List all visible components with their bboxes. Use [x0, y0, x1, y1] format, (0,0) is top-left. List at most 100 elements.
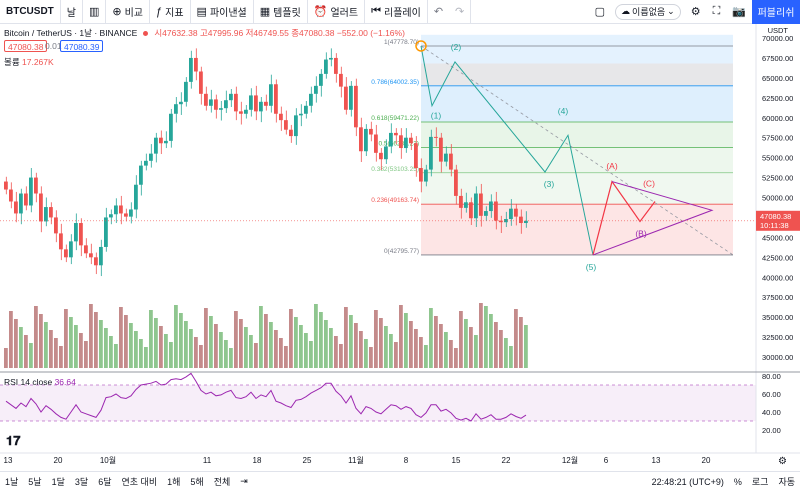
range-button[interactable]: 6달 [98, 477, 112, 487]
fullscreen-select-button[interactable]: ▢ [589, 0, 611, 24]
range-button[interactable]: 5해 [190, 477, 204, 487]
compare-button[interactable]: ⊕ 비교 [106, 0, 151, 24]
plus-circle-icon: ⊕ [112, 6, 122, 18]
candle-body [349, 85, 353, 110]
financials-button[interactable]: ▤ 파이낸셜 [191, 0, 254, 24]
volume-bar [199, 345, 203, 368]
symbol-search[interactable]: BTCUSDT [0, 0, 61, 24]
candle-body [279, 113, 283, 121]
buy-price-box[interactable]: 47080.39 [60, 40, 104, 52]
redo-button[interactable]: ↷ [449, 0, 472, 24]
price-tick: 30000.00 [762, 353, 793, 362]
wave-label: (4) [558, 106, 569, 116]
range-button[interactable]: 전체 [213, 477, 231, 487]
sell-price-box[interactable]: 47080.38 [4, 40, 48, 52]
interval-button[interactable]: 날 [61, 0, 83, 24]
cloud-icon: ☁ [621, 6, 631, 16]
rsi-pane [0, 372, 756, 422]
candle-body [114, 205, 118, 215]
chart-style-button[interactable]: ▥ [83, 0, 107, 24]
price-tick: 55000.00 [762, 154, 793, 163]
volume-bar [109, 336, 113, 368]
volume-bar [249, 335, 253, 368]
currency-label: USDT [768, 26, 789, 35]
undo-button[interactable]: ↶ [428, 0, 449, 24]
volume-bar [129, 323, 133, 368]
clock-time[interactable]: 22:48:21 (UTC+9) [651, 476, 724, 487]
interval-label: 날 [66, 8, 76, 19]
goto-date-icon[interactable]: ⇥ [240, 476, 248, 486]
range-button[interactable]: 1달 [51, 477, 65, 487]
fib-retracement[interactable]: 1(47778.70) 0.786(64002.35) 0.618(59471.22… [371, 34, 733, 256]
candle-body [144, 160, 148, 166]
candle-body [444, 153, 448, 162]
candle-body [409, 137, 413, 144]
templates-button[interactable]: ▦ 템플릿 [254, 0, 308, 24]
volume-bar [434, 316, 438, 368]
candle-body [64, 249, 68, 258]
last-price-label [756, 210, 800, 231]
publish-button[interactable]: 퍼블리쉬 [752, 0, 800, 24]
alert-label: 얼러트 [330, 8, 359, 19]
indicators-button[interactable]: ƒ 지표 [150, 0, 191, 24]
tradingview-logo[interactable]: 𝟏𝟕 [6, 433, 21, 448]
fib-zone [421, 45, 733, 64]
volume-bar [69, 317, 73, 368]
replay-button[interactable]: ⏮ 리플레이 [365, 0, 428, 24]
elliott-wave-drawings[interactable]: (1) (2) (3) (4) (5) (A) (B) (C) [415, 40, 734, 272]
candle-body [304, 105, 308, 114]
candle-body [224, 100, 228, 109]
volume-bar [134, 331, 138, 368]
range-button[interactable]: 연초 대비 [121, 477, 158, 487]
candle-body [434, 136, 438, 138]
fib-zone [421, 34, 733, 46]
candle-body [379, 152, 383, 160]
range-button[interactable]: 3달 [74, 477, 89, 487]
time-tick: 22 [502, 456, 511, 465]
log-toggle[interactable]: 로그 [751, 477, 769, 487]
price-tick: 62500.00 [762, 94, 793, 103]
price-chart[interactable]: 1(47778.70) 0.786(64002.35) 0.618(59471.22… [0, 0, 800, 467]
volume-label: 볼륨 [4, 57, 20, 67]
volume-bar [429, 308, 433, 368]
range-button[interactable]: 5날 [28, 477, 42, 487]
financials-icon: ▤ [196, 6, 207, 18]
volume-bar [389, 334, 393, 368]
candle-body [149, 153, 153, 161]
legend-ohlc: 시47632.38 고47995.96 저46749.55 종47080.38 … [154, 28, 405, 38]
volume-bar [354, 323, 358, 368]
candle-body [4, 181, 8, 190]
layout-menu-button[interactable]: ☁ 이름없음 ⌄ [615, 3, 681, 20]
legend-title: Bitcoin / TetherUS · 1날 · BINANCE [4, 28, 138, 38]
candle-body [154, 137, 158, 154]
rsi-tick: 40.00 [762, 408, 781, 417]
percent-toggle[interactable]: % [733, 476, 742, 487]
time-tick: 15 [452, 456, 461, 465]
candle-body [439, 137, 443, 162]
fib-zone [421, 147, 733, 173]
auto-toggle[interactable]: 자동 [778, 477, 795, 487]
volume-bar [419, 337, 423, 368]
rsi-label: RSI 14 close [4, 377, 53, 387]
volume-bar [369, 347, 373, 368]
candle-body [164, 140, 168, 144]
price-tick: 42500.00 [762, 253, 793, 262]
fullscreen-button[interactable]: ⛶ [707, 0, 727, 24]
settings-button[interactable]: ⚙ [685, 0, 707, 24]
range-button[interactable]: 1날 [5, 477, 19, 487]
snapshot-button[interactable]: 📷 [726, 0, 752, 24]
range-button[interactable]: 1해 [167, 477, 181, 487]
wave-label: (1) [431, 111, 442, 121]
candle-body [39, 193, 43, 222]
time-tick: 20 [702, 456, 711, 465]
volume-bar [344, 307, 348, 368]
time-tick: 25 [303, 456, 312, 465]
fib-level-label: 0.236(49163.74) [371, 197, 419, 204]
time-tick: 13 [4, 456, 13, 465]
alert-button[interactable]: ⏰ 얼러트 [308, 0, 366, 24]
candle-body [229, 93, 233, 101]
volume-bar [14, 319, 18, 368]
volume-bar [39, 314, 43, 368]
volume-bar [334, 336, 338, 368]
rsi-band [0, 385, 756, 421]
